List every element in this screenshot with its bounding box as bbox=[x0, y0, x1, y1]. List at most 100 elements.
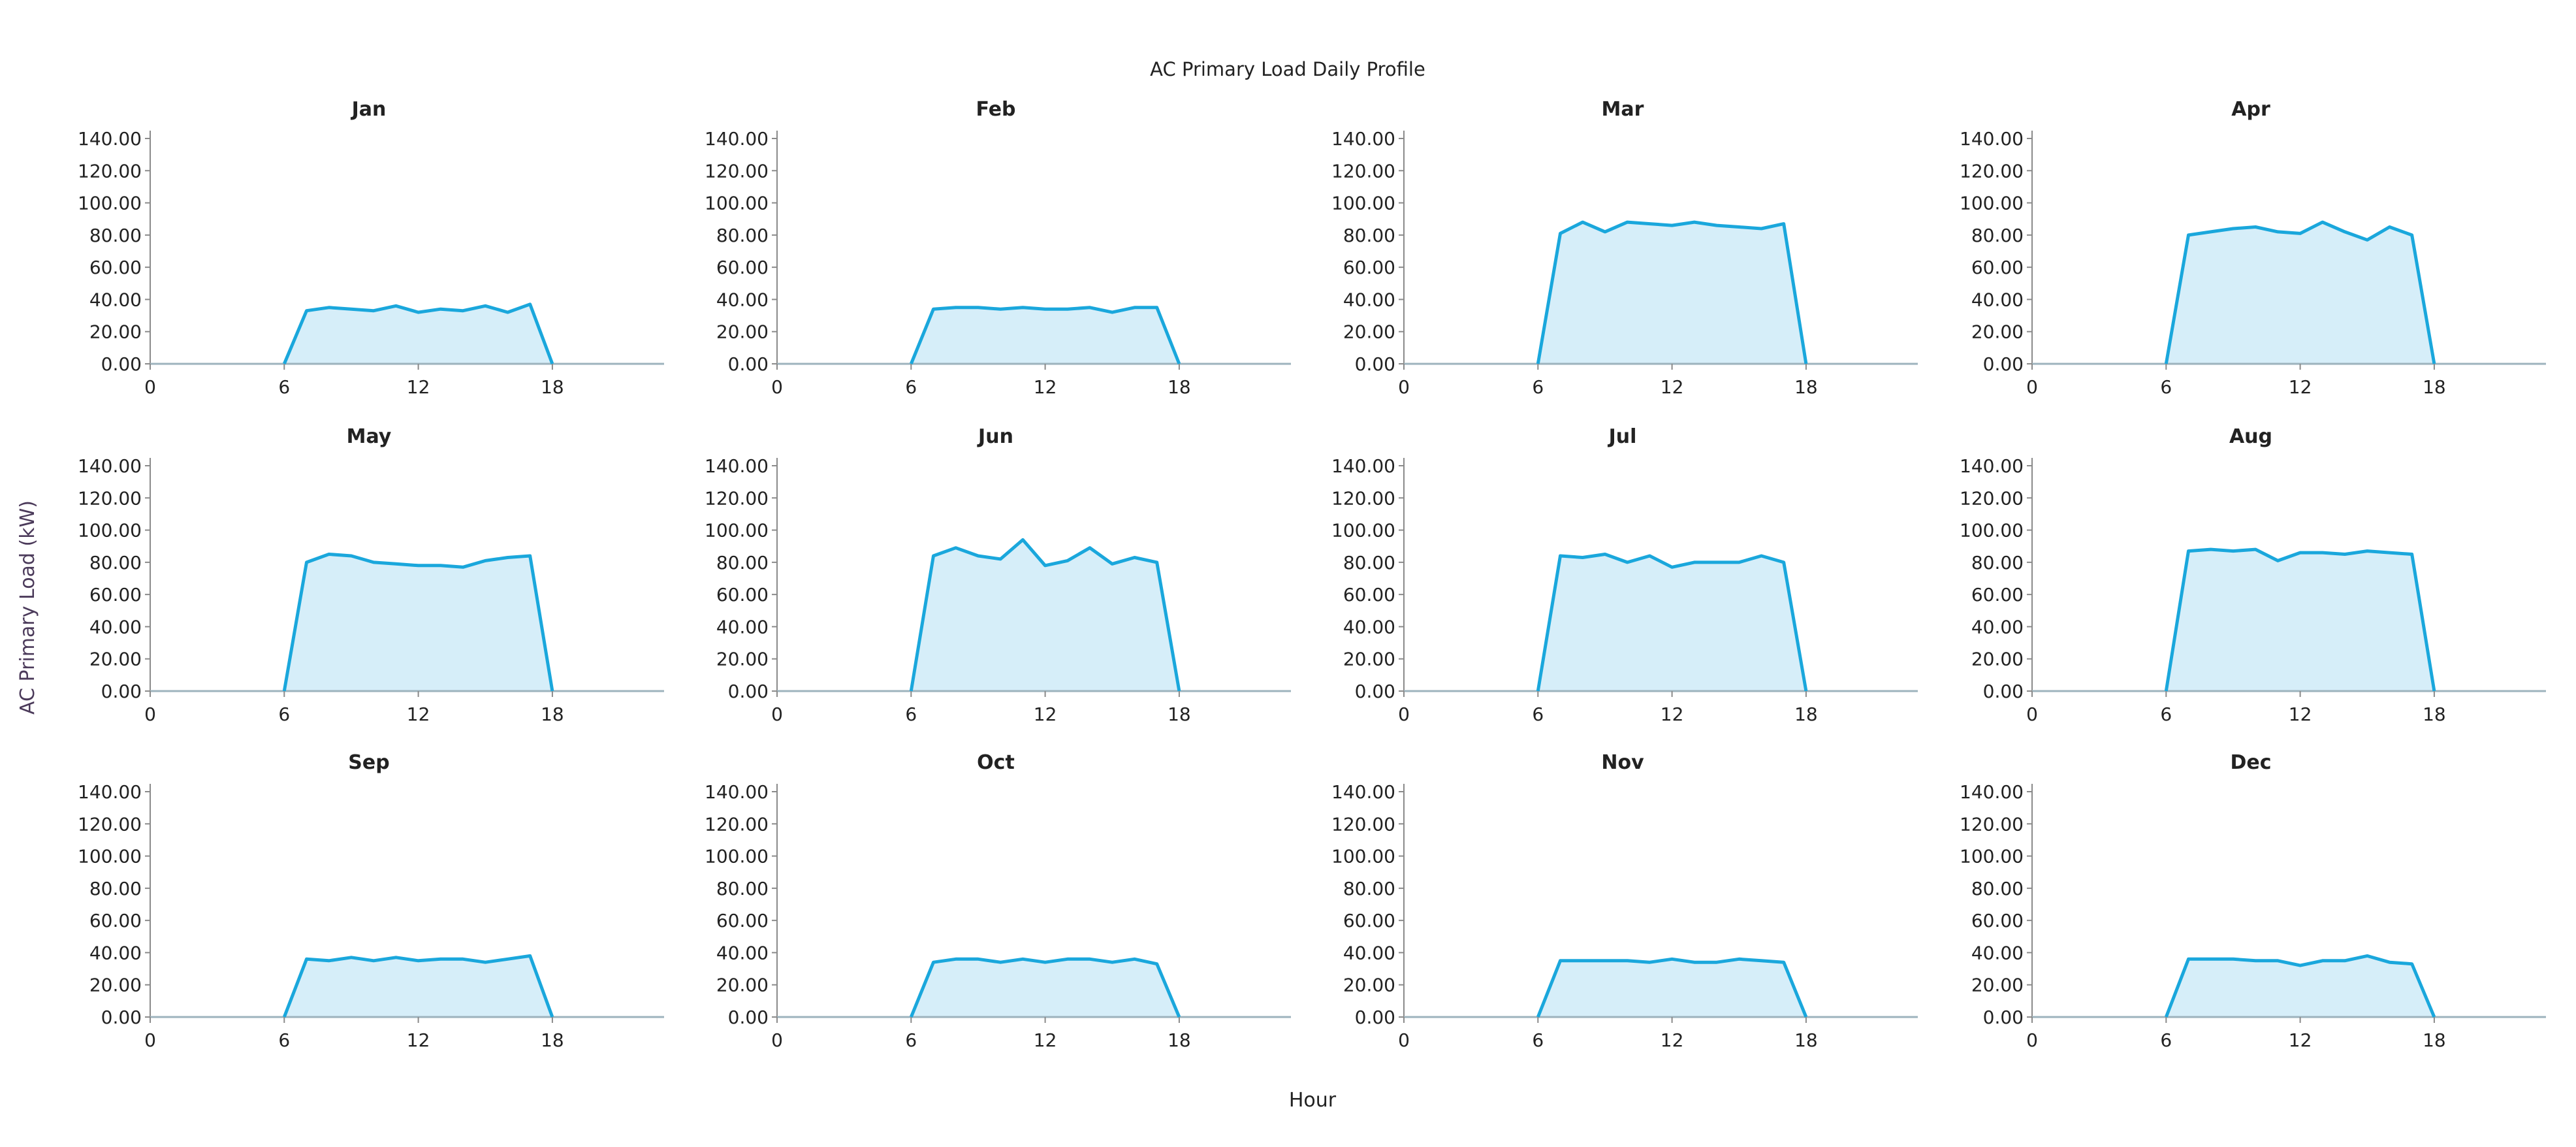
series-area-sep bbox=[284, 956, 552, 1017]
y-tick-label: 120.00 bbox=[1960, 487, 2024, 509]
y-tick-label: 60.00 bbox=[1343, 910, 1395, 931]
data-point-oct bbox=[1155, 962, 1159, 966]
data-point-jul bbox=[1693, 560, 1696, 564]
data-point-jul bbox=[1760, 554, 1764, 558]
data-point-jan bbox=[417, 310, 421, 314]
y-tick-label: 60.00 bbox=[89, 910, 142, 931]
x-tick-label: 18 bbox=[1168, 1029, 1191, 1051]
y-tick-label: 60.00 bbox=[1971, 257, 2024, 278]
data-point-dec bbox=[2187, 957, 2191, 961]
series-area-nov bbox=[1538, 959, 1806, 1017]
series-area-oct bbox=[911, 959, 1179, 1017]
data-point-aug bbox=[2253, 547, 2257, 551]
data-point-apr bbox=[2253, 225, 2257, 229]
panel-title-jan: Jan bbox=[351, 98, 387, 121]
data-point-mar bbox=[1559, 231, 1563, 235]
y-tick-label: 100.00 bbox=[1331, 846, 1395, 867]
data-point-nov bbox=[1559, 959, 1563, 963]
x-tick-label: 18 bbox=[541, 1029, 564, 1051]
x-tick-label: 0 bbox=[2026, 1029, 2038, 1051]
series-line-jul bbox=[1536, 553, 1808, 692]
x-tick-label: 0 bbox=[2026, 703, 2038, 725]
panel-oct: Oct 0.00 20.00 40.00 60.00 80.00 100.00 120.00 1… bbox=[705, 751, 1291, 1051]
panel-title-jun: Jun bbox=[977, 425, 1013, 448]
data-point-mar bbox=[1760, 227, 1764, 231]
data-point-jan bbox=[394, 304, 398, 308]
data-point-sep bbox=[372, 959, 375, 963]
y-tick-label: 0.00 bbox=[101, 353, 142, 375]
data-point-may bbox=[305, 560, 309, 564]
y-tick-label: 60.00 bbox=[1343, 257, 1395, 278]
panel-feb: Feb 0.00 20.00 40.00 60.00 80.00 100.00 120.00 1… bbox=[705, 98, 1291, 398]
data-point-apr bbox=[2187, 233, 2191, 237]
panel-title-jul: Jul bbox=[1608, 425, 1637, 448]
panel-nov: Nov 0.00 20.00 40.00 60.00 80.00 100.00 120.00 1… bbox=[1331, 751, 1918, 1051]
data-point-feb bbox=[1155, 306, 1159, 310]
data-point-jun bbox=[976, 554, 980, 558]
data-point-nov bbox=[1670, 957, 1674, 961]
y-tick-label: 140.00 bbox=[1331, 455, 1395, 477]
data-point-nov bbox=[1603, 959, 1607, 963]
x-tick-label: 18 bbox=[2423, 703, 2446, 725]
y-tick-label: 100.00 bbox=[705, 520, 769, 541]
x-tick-label: 6 bbox=[1532, 1029, 1544, 1051]
data-point-oct bbox=[1043, 960, 1047, 964]
y-tick-label: 60.00 bbox=[89, 257, 142, 278]
data-point-jul bbox=[1715, 560, 1719, 564]
y-tick-label: 0.00 bbox=[1983, 681, 2024, 702]
y-tick-label: 120.00 bbox=[78, 487, 142, 509]
y-tick-label: 0.00 bbox=[728, 681, 769, 702]
data-point-aug bbox=[2321, 551, 2325, 555]
data-point-nov bbox=[1693, 960, 1696, 964]
y-tick-label: 40.00 bbox=[1971, 289, 2024, 310]
y-tick-label: 120.00 bbox=[1960, 160, 2024, 182]
series-line-jan bbox=[282, 302, 554, 364]
y-tick-label: 20.00 bbox=[89, 321, 142, 343]
data-point-nov bbox=[1625, 959, 1629, 963]
data-point-sep bbox=[349, 956, 353, 960]
x-tick-label: 12 bbox=[1034, 703, 1057, 725]
panel-mar: Mar 0.00 20.00 40.00 60.00 80.00 100.00 120.00 1… bbox=[1331, 98, 1918, 398]
data-point-jan bbox=[528, 302, 532, 306]
y-tick-label: 120.00 bbox=[1331, 487, 1395, 509]
y-tick-label: 60.00 bbox=[1971, 910, 2024, 931]
y-tick-label: 40.00 bbox=[1343, 616, 1395, 638]
y-tick-label: 20.00 bbox=[1343, 649, 1395, 670]
y-tick-label: 40.00 bbox=[1971, 616, 2024, 638]
x-tick-label: 0 bbox=[771, 703, 783, 725]
data-point-jun bbox=[932, 554, 936, 558]
data-point-aug bbox=[2187, 549, 2191, 553]
y-tick-label: 20.00 bbox=[716, 649, 769, 670]
data-point-jul bbox=[1581, 556, 1585, 560]
y-tick-label: 80.00 bbox=[1971, 225, 2024, 246]
y-tick-label: 140.00 bbox=[78, 128, 142, 150]
y-tick-label: 80.00 bbox=[1971, 878, 2024, 899]
data-point-jul bbox=[1603, 553, 1607, 557]
x-tick-label: 6 bbox=[278, 376, 290, 398]
y-tick-label: 0.00 bbox=[728, 1007, 769, 1028]
y-tick-label: 40.00 bbox=[89, 616, 142, 638]
y-tick-label: 40.00 bbox=[89, 942, 142, 963]
data-point-apr bbox=[2343, 230, 2347, 234]
data-point-jan bbox=[439, 307, 443, 311]
y-tick-label: 140.00 bbox=[1960, 128, 2024, 150]
x-tick-label: 0 bbox=[771, 1029, 783, 1051]
x-tick-label: 18 bbox=[2423, 1029, 2446, 1051]
x-tick-label: 12 bbox=[407, 376, 430, 398]
y-tick-label: 80.00 bbox=[716, 225, 769, 246]
panel-title-dec: Dec bbox=[2230, 751, 2271, 774]
x-tick-label: 0 bbox=[1398, 1029, 1410, 1051]
series-line-mar bbox=[1536, 220, 1808, 364]
data-point-feb bbox=[954, 306, 958, 310]
x-tick-label: 12 bbox=[1034, 1029, 1057, 1051]
series-line-apr bbox=[2164, 220, 2436, 364]
panel-aug: Aug 0.00 20.00 40.00 60.00 80.00 100.00 120.00 1… bbox=[1960, 425, 2546, 725]
y-tick-label: 80.00 bbox=[1343, 552, 1395, 574]
x-tick-label: 18 bbox=[1794, 1029, 1818, 1051]
data-point-jan bbox=[506, 310, 510, 314]
data-point-dec bbox=[2388, 960, 2392, 964]
data-point-apr bbox=[2209, 230, 2213, 234]
panel-jan: Jan 0.00 20.00 40.00 60.00 80.00 100.00 120.00 1… bbox=[78, 98, 664, 398]
data-point-mar bbox=[1737, 225, 1741, 229]
y-tick-label: 40.00 bbox=[716, 942, 769, 963]
